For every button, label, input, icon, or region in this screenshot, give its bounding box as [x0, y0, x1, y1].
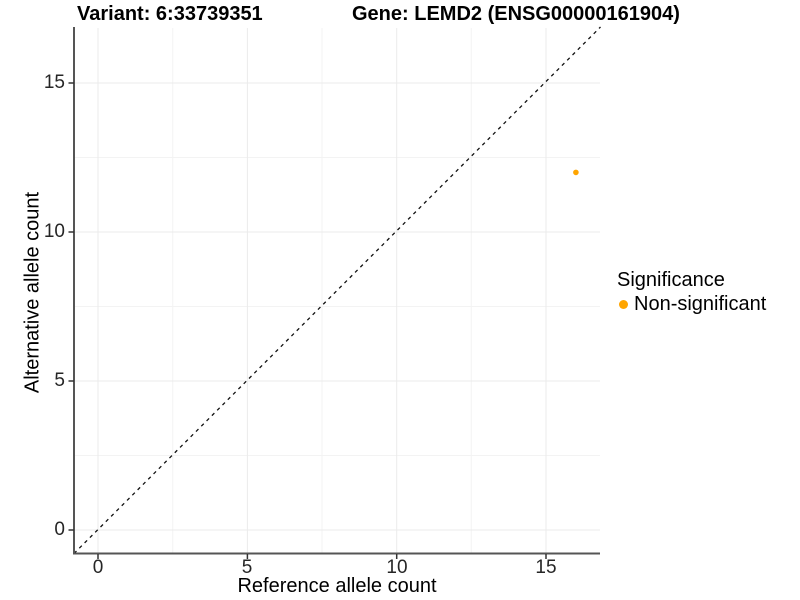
legend-item: Non-significant	[615, 293, 766, 316]
grid-minor	[74, 28, 600, 553]
legend-item-label: Non-significant	[634, 293, 767, 315]
grid-major	[74, 28, 600, 553]
data-point	[573, 169, 579, 176]
y-tick-label-0: 0	[54, 519, 65, 540]
legend: Significance Non-significant	[615, 269, 766, 316]
y-tick-label-5: 5	[54, 370, 65, 391]
identity-dashed-line	[73, 26, 601, 554]
points-layer	[573, 169, 579, 176]
y-axis-title: Alternative allele count	[21, 191, 44, 394]
legend-point-icon	[619, 300, 628, 309]
x-tick-label-0: 0	[92, 557, 104, 578]
x-axis-ticks	[97, 554, 547, 559]
variant-title: Variant: 6:33739351	[77, 3, 263, 25]
x-tick-label-15: 15	[535, 557, 557, 578]
y-tick-label-15: 15	[43, 72, 65, 93]
legend-title: Significance	[617, 269, 725, 291]
x-axis-title: Reference allele count	[237, 575, 437, 597]
gene-title: Gene: LEMD2 (ENSG00000161904)	[352, 3, 680, 25]
y-tick-label-10: 10	[43, 221, 65, 242]
x-tick-label-10: 10	[386, 557, 408, 578]
x-tick-label-5: 5	[241, 557, 253, 578]
y-axis-ticks	[68, 82, 74, 531]
